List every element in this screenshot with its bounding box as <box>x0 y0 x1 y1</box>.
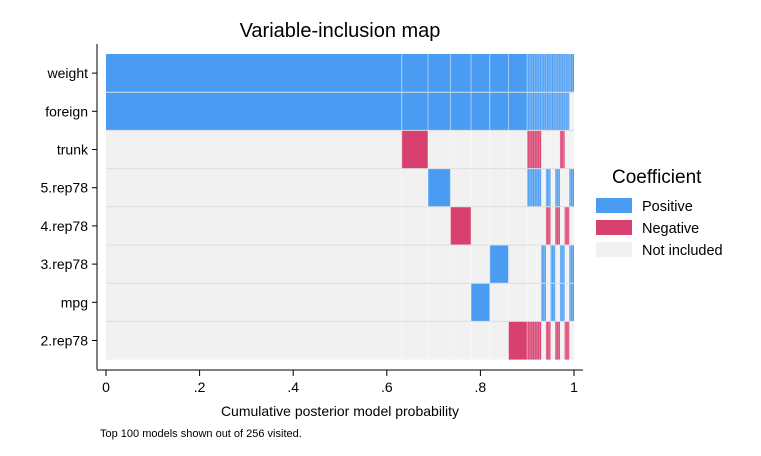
legend-label-none: Not included <box>642 243 723 259</box>
y-tick-label-4-rep78: 4.rep78 <box>41 218 89 234</box>
y-tick-label-3-rep78: 3.rep78 <box>41 256 89 272</box>
cell-3-rep78-model-15 <box>569 245 574 284</box>
cell-foreign-model-14 <box>564 92 570 131</box>
y-tick-label-mpg: mpg <box>61 294 88 310</box>
cell-mpg-model-11 <box>550 283 556 322</box>
y-tick-label-weight: weight <box>47 65 89 81</box>
cell-4-rep78-model-4 <box>450 206 472 245</box>
cell-weight-model-5 <box>471 54 490 93</box>
cell-foreign-model-10 <box>545 92 551 131</box>
x-tick-label: .2 <box>194 379 206 395</box>
cell-2-rep78-model-7 <box>508 321 528 360</box>
cell-weight-model-14 <box>564 54 570 93</box>
cell-trunk-model-13 <box>559 130 565 169</box>
cell-weight-model-4 <box>450 54 472 93</box>
cell-5-rep78-model-12 <box>555 168 560 207</box>
x-axis-label: Cumulative posterior model probability <box>221 403 459 419</box>
cell-foreign-model-7 <box>508 92 528 131</box>
plot-area <box>106 54 574 360</box>
cell-foreign-model-2 <box>401 92 428 131</box>
cell-3-rep78-model-13 <box>559 245 565 284</box>
cell-4-rep78-model-14 <box>564 206 570 245</box>
cell-foreign-model-13 <box>559 92 565 131</box>
chart-note: Top 100 models shown out of 256 visited. <box>100 428 302 440</box>
cell-weight-model-3 <box>427 54 451 93</box>
x-tick-label: .4 <box>287 379 299 395</box>
cell-5-rep78-model-10 <box>545 168 551 207</box>
cell-mpg-model-5 <box>471 283 490 322</box>
legend-swatch-none <box>596 242 632 257</box>
cell-foreign-model-5 <box>471 92 490 131</box>
y-axis: weight foreign trunk 5.rep78 4.rep78 3.rep78 m… <box>41 44 98 370</box>
cell-weight-model-7 <box>508 54 528 93</box>
cell-3-rep78-model-11 <box>550 245 556 284</box>
y-tick-label-trunk: trunk <box>57 142 89 158</box>
cell-weight-model-9 <box>541 54 546 93</box>
cell-weight-model-1 <box>106 54 402 93</box>
cell-mpg-model-9 <box>541 283 546 322</box>
cell-foreign-model-4 <box>450 92 472 131</box>
cell-2-rep78-model-10 <box>545 321 551 360</box>
cell-foreign-model-3 <box>427 92 451 131</box>
cell-weight-model-15 <box>569 54 574 93</box>
cell-foreign-model-1 <box>106 92 402 131</box>
x-tick-label: .6 <box>381 379 393 395</box>
y-tick-label-foreign: foreign <box>45 103 88 119</box>
cell-foreign-model-9 <box>541 92 546 131</box>
cell-mpg-model-13 <box>559 283 565 322</box>
cell-weight-model-6 <box>489 54 509 93</box>
y-tick-label-5-rep78: 5.rep78 <box>41 180 89 196</box>
cell-weight-model-13 <box>559 54 565 93</box>
cell-foreign-model-12 <box>555 92 560 131</box>
cell-trunk-model-8 <box>527 130 542 169</box>
cell-weight-model-2 <box>401 54 428 93</box>
cell-weight-model-10 <box>545 54 551 93</box>
cell-4-rep78-model-12 <box>555 206 560 245</box>
cell-2-rep78-model-14 <box>564 321 570 360</box>
cell-5-rep78-model-8 <box>527 168 542 207</box>
legend-swatch-positive <box>596 198 632 213</box>
y-tick-label-2-rep78: 2.rep78 <box>41 333 89 349</box>
x-tick-label: .8 <box>475 379 487 395</box>
cell-trunk-model-2 <box>401 130 428 169</box>
chart-title: Variable-inclusion map <box>240 20 441 42</box>
legend-swatch-negative <box>596 220 632 235</box>
x-axis: 0 .2 .4 .6 .8 1 <box>97 369 583 395</box>
cell-weight-model-11 <box>550 54 556 93</box>
cell-foreign-model-8 <box>527 92 542 131</box>
cell-3-rep78-model-9 <box>541 245 546 284</box>
cell-3-rep78-model-6 <box>489 245 509 284</box>
legend-label-positive: Positive <box>642 199 693 215</box>
cell-5-rep78-model-3 <box>427 168 451 207</box>
legend: Coefficient Positive Negative Not included <box>596 167 723 259</box>
cell-2-rep78-model-8 <box>527 321 542 360</box>
x-tick-label: 0 <box>102 379 110 395</box>
x-tick-label: 1 <box>570 379 578 395</box>
cell-mpg-model-15 <box>569 283 574 322</box>
cell-weight-model-8 <box>527 54 542 93</box>
legend-title: Coefficient <box>612 167 702 188</box>
legend-label-negative: Negative <box>642 221 699 237</box>
cell-2-rep78-model-12 <box>555 321 560 360</box>
cell-4-rep78-model-10 <box>545 206 551 245</box>
cell-foreign-model-6 <box>489 92 509 131</box>
cell-weight-model-12 <box>555 54 560 93</box>
cell-foreign-model-11 <box>550 92 556 131</box>
cell-5-rep78-model-15 <box>569 168 574 207</box>
